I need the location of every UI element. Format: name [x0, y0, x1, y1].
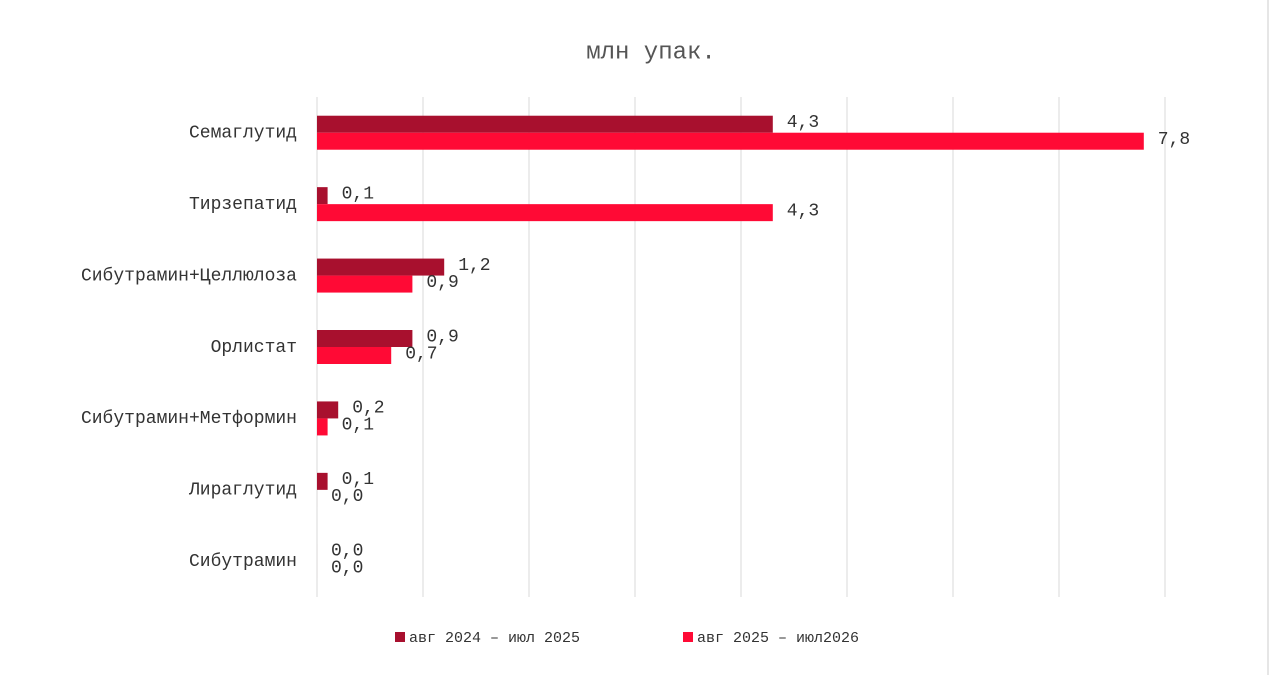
y-tick-label: Сибутрамин: [189, 551, 297, 572]
value-label: 0,0: [331, 542, 363, 562]
value-label: 0,9: [426, 273, 458, 293]
y-tick-label: Орлистат: [211, 338, 297, 358]
value-label: 0,7: [405, 344, 437, 364]
legend: авг 2024 – июл 2025 авг 2025 – июл2026: [395, 630, 859, 647]
value-label: 0,1: [342, 184, 374, 204]
value-label: 0,0: [331, 487, 363, 507]
bar: [317, 187, 328, 205]
y-tick-label: Сибутрамин+Метформин: [81, 408, 297, 429]
bar: [317, 275, 413, 293]
value-label: 0,0: [331, 559, 363, 579]
legend-label: авг 2025 – июл2026: [697, 630, 859, 647]
bar: [317, 418, 328, 436]
value-label: 0,9: [426, 327, 458, 347]
chart-title: млн упак.: [586, 39, 716, 66]
value-label: 7,8: [1158, 130, 1190, 150]
bar: [317, 258, 445, 276]
y-tick-label: Лираглутид: [188, 481, 297, 501]
value-label: 4,3: [787, 201, 819, 221]
bar: [317, 204, 773, 222]
legend-label: авг 2024 – июл 2025: [409, 630, 580, 647]
bar: [317, 401, 339, 419]
legend-swatch: [395, 632, 405, 642]
value-label: 0,1: [342, 416, 374, 436]
bar: [317, 132, 1144, 150]
value-label: 0,2: [352, 399, 384, 419]
y-tick-label: Тирзепатид: [189, 195, 297, 215]
bar: [317, 115, 773, 133]
bar: [317, 330, 413, 347]
value-label: 4,3: [787, 113, 819, 133]
value-label: 0,1: [342, 470, 374, 490]
bar: [317, 472, 328, 490]
bar: [317, 347, 392, 364]
y-tick-label: Семаглутид: [189, 123, 297, 143]
y-tick-label: Сибутрамин+Целлюлоза: [81, 265, 297, 286]
value-label: 1,2: [458, 256, 490, 276]
legend-swatch: [683, 632, 693, 642]
